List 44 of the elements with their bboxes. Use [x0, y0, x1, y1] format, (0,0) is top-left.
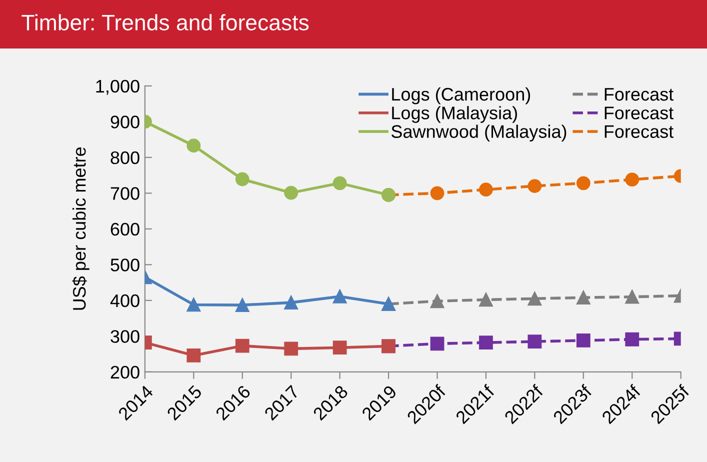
y-tick-label: 1,000: [96, 80, 140, 95]
point: [284, 186, 298, 200]
y-tick-label: 800: [110, 151, 140, 164]
legend-label: Forecast: [604, 125, 674, 138]
point: [528, 179, 542, 193]
point: [625, 332, 640, 346]
point: [479, 182, 493, 197]
y-tick-label: 300: [110, 330, 140, 343]
point: [284, 342, 298, 356]
point: [186, 348, 201, 362]
point: [332, 176, 347, 190]
point: [235, 172, 250, 186]
chart-title: Timber: Trends and forecasts: [22, 14, 309, 30]
point: [576, 334, 590, 348]
legend-label: Sawnwood (Malaysia): [391, 124, 566, 142]
y-tick-label: 200: [110, 366, 140, 379]
point: [576, 290, 590, 304]
y-tick-label: 400: [110, 294, 140, 308]
point: [186, 298, 201, 312]
point: [576, 176, 590, 190]
point: [625, 290, 640, 304]
point: [284, 296, 298, 310]
point: [430, 294, 444, 308]
y-tick-label: 900: [110, 116, 140, 128]
point: [235, 338, 250, 353]
point: [430, 336, 444, 351]
point: [186, 138, 201, 153]
legend-label: Forecast: [604, 88, 674, 101]
point: [625, 172, 640, 187]
point: [479, 336, 493, 350]
y-axis-title: US$ per cubic metre: [72, 147, 90, 310]
y-tick-label: 600: [110, 222, 140, 236]
point: [332, 290, 347, 304]
legend-label: Forecast: [604, 106, 674, 120]
point: [332, 340, 347, 355]
y-tick-label: 700: [110, 187, 140, 200]
y-tick-label: 500: [110, 258, 140, 272]
legend-label: Logs (Malaysia): [392, 106, 517, 123]
legend-label: Logs (Cameroon): [392, 87, 530, 104]
point: [430, 186, 444, 200]
point: [528, 334, 542, 348]
point: [479, 292, 493, 307]
point: [528, 292, 542, 306]
point: [235, 298, 250, 312]
